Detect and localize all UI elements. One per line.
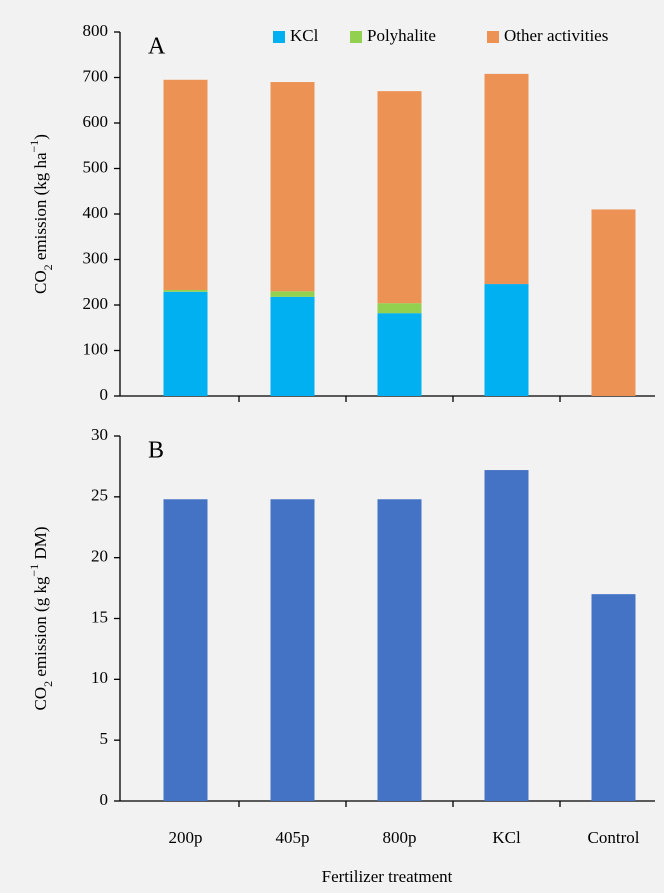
- y-label-part: ): [31, 134, 50, 140]
- x-tick-label: 200p: [169, 828, 203, 847]
- bar-segment: [163, 79, 208, 290]
- y-tick-label: 400: [83, 203, 109, 222]
- bar-segment: [163, 291, 208, 396]
- y-tick-label: 30: [91, 425, 108, 444]
- x-axis-label: Fertilizer treatment: [322, 867, 453, 886]
- bar-segment: [270, 296, 315, 396]
- y-tick-label: 600: [83, 112, 109, 131]
- bar-segment: [270, 82, 315, 292]
- y-label-part: emission (kg ha: [31, 152, 50, 264]
- x-tick-label: KCl: [492, 828, 521, 847]
- y-tick-label: 25: [91, 486, 108, 505]
- bar-segment: [591, 209, 636, 396]
- bar-segment: [377, 313, 422, 396]
- y-axis-label: CO2 emission (kg ha−1): [27, 134, 55, 294]
- bar: [163, 499, 208, 801]
- bar: [377, 499, 422, 801]
- bar-segment: [163, 289, 208, 292]
- y-tick-label: 800: [83, 21, 109, 40]
- y-label-part: emission (g kg: [31, 576, 50, 681]
- legend-label: Polyhalite: [367, 26, 436, 45]
- bar-segment: [484, 284, 529, 396]
- legend-label: Other activities: [504, 26, 608, 45]
- y-label-part: −1: [27, 564, 41, 577]
- y-label-part: −1: [27, 140, 41, 153]
- y-tick-label: 700: [83, 66, 109, 85]
- y-label-part: CO: [31, 687, 50, 711]
- bar-segment: [484, 73, 529, 285]
- y-tick-label: 200: [83, 294, 109, 313]
- x-tick-label: Control: [588, 828, 640, 847]
- legend-swatch: [487, 31, 499, 43]
- x-tick-label: 405p: [276, 828, 310, 847]
- legend-label: KCl: [290, 26, 319, 45]
- y-label-part: 2: [41, 264, 55, 270]
- legend-swatch: [273, 31, 285, 43]
- x-tick-label: 800p: [383, 828, 417, 847]
- bar-segment: [377, 91, 422, 304]
- bar: [484, 470, 529, 801]
- bar-segment: [377, 303, 422, 314]
- y-tick-label: 0: [100, 385, 109, 404]
- y-tick-label: 300: [83, 248, 109, 267]
- y-axis-label: CO2 emission (g kg−1 DM): [27, 526, 55, 710]
- y-tick-label: 500: [83, 157, 109, 176]
- bar-segment: [270, 291, 315, 297]
- y-tick-label: 0: [100, 790, 109, 809]
- y-tick-label: 15: [91, 607, 108, 626]
- bar: [270, 499, 315, 801]
- panel-label: B: [148, 438, 164, 464]
- y-label-part: 2: [41, 681, 55, 687]
- y-label-part: DM): [31, 526, 50, 563]
- y-tick-label: 100: [83, 339, 109, 358]
- panel-label: A: [148, 34, 166, 60]
- y-tick-label: 10: [91, 668, 108, 687]
- y-tick-label: 20: [91, 547, 108, 566]
- bar: [591, 594, 636, 801]
- y-label-part: CO: [31, 270, 50, 294]
- legend-swatch: [350, 31, 362, 43]
- y-tick-label: 5: [100, 729, 109, 748]
